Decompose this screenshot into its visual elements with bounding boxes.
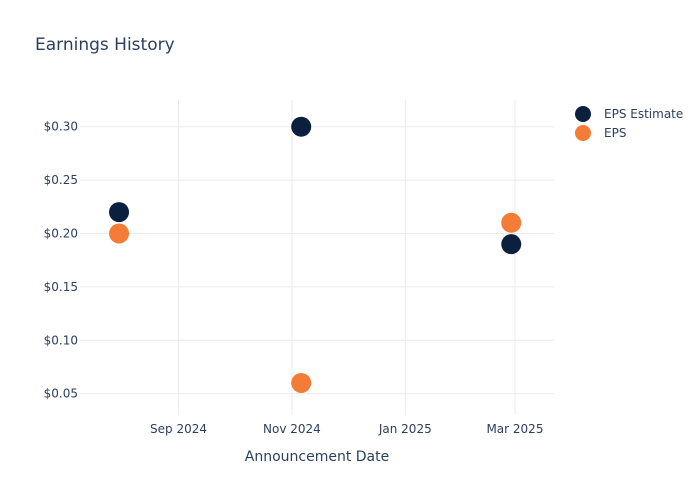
y-tick-label: $0.10 — [44, 333, 78, 347]
x-axis-title: Announcement Date — [245, 449, 389, 465]
x-tick-label: Nov 2024 — [263, 422, 321, 436]
y-tick-label: $0.20 — [44, 226, 78, 240]
y-axis-ticks: $0.05 $0.10 $0.15 $0.20 $0.25 $0.30 — [44, 120, 78, 401]
eps-estimate-point — [291, 116, 312, 137]
legend-marker-eps — [575, 125, 591, 141]
y-tick-label: $0.25 — [44, 173, 78, 187]
x-tick-label: Sep 2024 — [150, 422, 207, 436]
legend: EPS Estimate EPS — [575, 106, 683, 141]
eps-point — [291, 372, 312, 393]
grid — [80, 100, 554, 415]
chart-title: Earnings History — [35, 35, 175, 55]
eps-estimate-point — [109, 202, 130, 223]
legend-label-eps-estimate: EPS Estimate — [604, 107, 683, 121]
y-tick-label: $0.15 — [44, 280, 78, 294]
legend-label-eps: EPS — [604, 126, 626, 140]
x-tick-label: Mar 2025 — [486, 422, 543, 436]
legend-marker-eps-estimate — [575, 106, 591, 122]
eps-point — [109, 223, 130, 244]
x-tick-label: Jan 2025 — [378, 422, 432, 436]
y-tick-label: $0.05 — [44, 387, 78, 401]
eps-point — [501, 212, 522, 233]
eps-estimate-point — [501, 234, 522, 255]
data-points — [109, 116, 522, 393]
x-axis-ticks: Sep 2024 Nov 2024 Jan 2025 Mar 2025 — [150, 422, 543, 436]
y-tick-label: $0.30 — [44, 120, 78, 134]
